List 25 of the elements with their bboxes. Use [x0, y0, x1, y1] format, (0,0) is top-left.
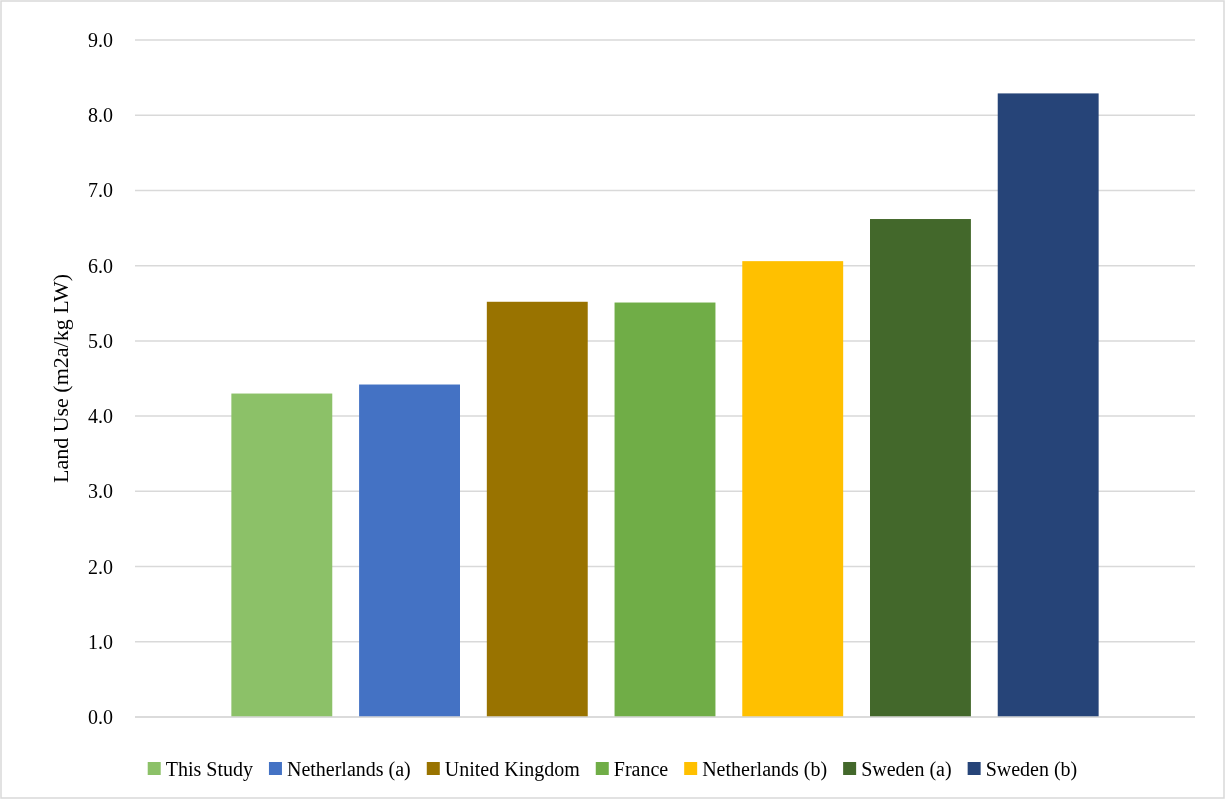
- bar: [742, 261, 844, 717]
- y-tick-label: 9.0: [88, 29, 113, 51]
- bar: [614, 302, 716, 717]
- bar: [231, 393, 333, 717]
- bar: [870, 219, 971, 717]
- y-tick-label: 4.0: [88, 405, 113, 428]
- y-tick-label: 2.0: [88, 555, 113, 578]
- y-tick-label: 3.0: [88, 480, 113, 503]
- bar: [359, 384, 460, 717]
- legend-label: United Kingdom: [444, 758, 581, 781]
- legend-label: Sweden (a): [861, 758, 952, 781]
- legend-label: Netherlands (a): [286, 758, 411, 781]
- y-tick-label: 1.0: [88, 630, 113, 653]
- bar: [486, 301, 588, 717]
- y-tick-label: 0.0: [88, 706, 113, 728]
- y-tick-label: 6.0: [88, 254, 113, 277]
- y-tick-label: 7.0: [88, 179, 113, 202]
- bar: [997, 93, 1099, 717]
- y-axis-title: Land Use (m2a/kg LW): [48, 273, 73, 484]
- y-tick-label: 8.0: [88, 104, 113, 127]
- y-tick-label: 5.0: [88, 329, 113, 352]
- legend-label: Sweden (b): [985, 758, 1078, 781]
- legend-label: This Study: [165, 758, 253, 781]
- legend-label: Netherlands (b): [702, 758, 828, 781]
- legend-label: France: [613, 758, 669, 780]
